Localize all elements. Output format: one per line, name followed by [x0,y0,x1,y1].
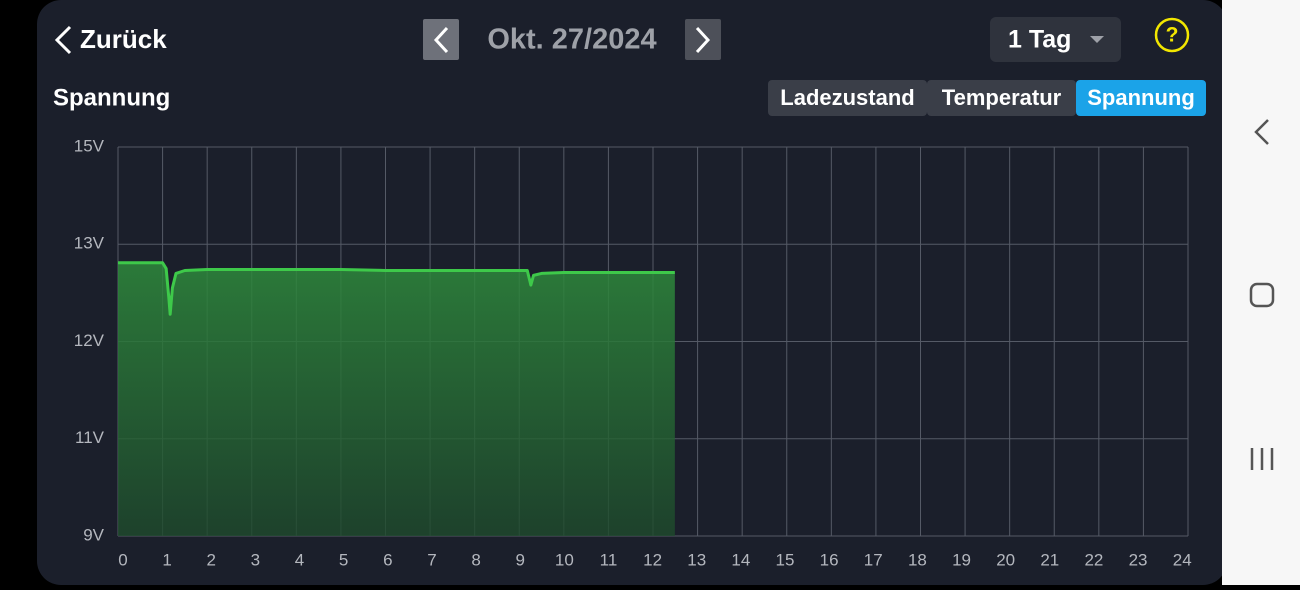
x-tick-label: 6 [383,550,392,569]
x-tick-label: 3 [251,550,260,569]
range-label[interactable]: 1 Tag [1008,26,1071,54]
x-tick-label: 9 [515,550,524,569]
tab-label[interactable]: Temperatur [942,85,1062,110]
y-tick-label: 11V [75,428,105,447]
tab-label[interactable]: Spannung [1087,85,1195,110]
tab[interactable] [768,80,927,116]
x-tick-label: 10 [555,550,574,569]
back-label[interactable]: Zurück [80,24,167,54]
back-button[interactable]: Zurück [54,24,167,55]
x-tick-label: 1 [162,550,171,569]
tab-label[interactable]: Ladezustand [780,85,914,110]
x-tick-label: 0 [118,550,127,569]
x-tick-label: 7 [427,550,436,569]
x-tick-label: 13 [687,550,706,569]
x-tick-label: 12 [643,550,662,569]
y-tick-label: 15V [74,136,105,155]
y-tick-label: 12V [74,331,105,350]
area [118,262,675,536]
prev-day[interactable] [423,19,459,60]
next-icon [695,26,711,54]
nav-bar [1222,0,1300,585]
x-tick-label: 22 [1084,550,1103,569]
date-label: Okt. 27/2024 [487,24,656,56]
nav-back[interactable] [1254,119,1269,145]
section-title: Spannung [53,84,170,111]
x-tick-label: 15 [776,550,795,569]
dropdown-arrow [1090,36,1104,43]
y-tick-label: 9V [83,525,104,544]
range-dropdown[interactable] [990,17,1121,62]
prev-icon [433,26,449,54]
x-tick-label: 21 [1040,550,1059,569]
y-tick-label: 13V [74,234,105,253]
x-tick-label: 2 [207,550,216,569]
x-tick-label: 5 [339,550,348,569]
tab-group: Ladezustand Temperatur Spannung [768,80,1206,116]
x-tick-label: 14 [731,550,750,569]
x-tick-label: 8 [471,550,480,569]
x-tick-label: 16 [820,550,839,569]
nav-home[interactable] [1249,282,1275,308]
x-tick-label: 18 [908,550,927,569]
x-tick-label: 4 [295,550,304,569]
line [118,261,675,316]
x-tick-label: 20 [996,550,1015,569]
x-tick-label: 19 [952,550,971,569]
tab[interactable] [927,80,1076,116]
x-tick-label: 11 [600,550,618,569]
tab[interactable] [1076,80,1206,116]
x-tick-label: 17 [864,550,883,569]
next-day[interactable] [685,19,721,60]
help-label[interactable]: ? [1166,24,1179,47]
help-button[interactable] [1154,17,1190,53]
x-tick-label: 23 [1129,550,1148,569]
x-tick-label: 24 [1173,550,1192,569]
nav-recents[interactable] [1250,448,1274,470]
